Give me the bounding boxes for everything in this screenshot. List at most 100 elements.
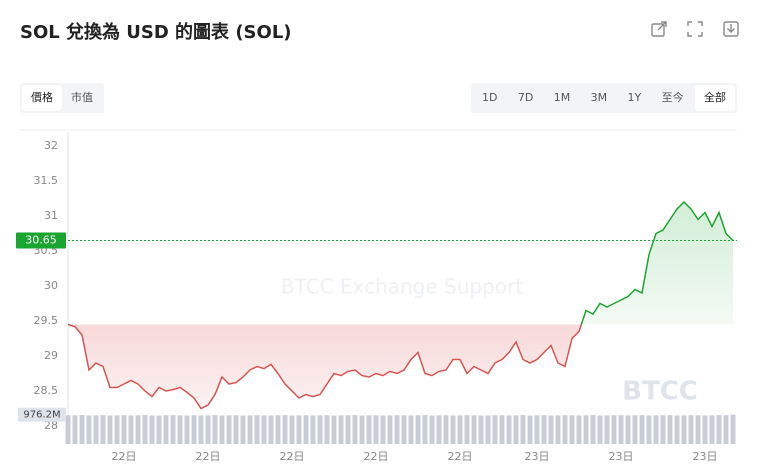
area-up bbox=[68, 202, 733, 325]
download-icon[interactable] bbox=[722, 20, 740, 38]
volume-bar bbox=[177, 415, 183, 444]
volume-bar bbox=[163, 415, 169, 444]
volume-bar bbox=[191, 415, 197, 444]
volume-bar bbox=[716, 415, 722, 444]
volume-bar bbox=[499, 415, 505, 444]
volume-bar bbox=[534, 415, 540, 444]
volume-bar bbox=[359, 415, 365, 444]
volume-bar bbox=[184, 415, 190, 444]
y-tick-label: 31 bbox=[44, 209, 58, 222]
x-tick-label: 22日 bbox=[112, 450, 137, 463]
volume-bar bbox=[646, 415, 652, 444]
volume-bar bbox=[79, 415, 85, 444]
x-tick-label: 22日 bbox=[448, 450, 473, 463]
volume-bar bbox=[310, 415, 316, 444]
volume-bar bbox=[394, 415, 400, 444]
x-tick-label: 22日 bbox=[280, 450, 305, 463]
range-button[interactable]: 1D bbox=[482, 91, 498, 104]
volume-bar bbox=[562, 415, 568, 444]
volume-bar bbox=[576, 415, 582, 444]
volume-bar bbox=[289, 415, 295, 444]
volume-bar bbox=[422, 415, 428, 444]
volume-bar bbox=[625, 415, 631, 444]
y-tick-label: 30 bbox=[44, 279, 58, 292]
volume-bar bbox=[639, 415, 645, 444]
volume-bar bbox=[254, 415, 260, 444]
volume-bar bbox=[366, 415, 372, 444]
range-button[interactable]: 1M bbox=[553, 91, 571, 104]
y-tick-label: 28 bbox=[44, 419, 58, 432]
range-button[interactable]: 至今 bbox=[661, 91, 684, 104]
volume-bar bbox=[170, 415, 176, 444]
volume-bar bbox=[317, 415, 323, 444]
volume-bar bbox=[401, 415, 407, 444]
x-tick-label: 23日 bbox=[693, 450, 718, 463]
title: SOL 兌換為 USD 的圖表 (SOL) bbox=[20, 22, 292, 43]
volume-bar bbox=[464, 415, 470, 444]
volume-bar bbox=[709, 415, 715, 444]
volume-bar bbox=[387, 415, 393, 444]
volume-bar bbox=[100, 415, 106, 444]
volume-bar bbox=[520, 415, 526, 444]
volume-bar bbox=[548, 415, 554, 444]
tab[interactable]: 市值 bbox=[71, 91, 93, 104]
volume-bar bbox=[513, 415, 519, 444]
volume-bar bbox=[114, 415, 120, 444]
volume-bar bbox=[667, 415, 673, 444]
range-button[interactable]: 3M bbox=[590, 91, 608, 104]
range-button[interactable]: 7D bbox=[517, 91, 534, 104]
volume-bar bbox=[471, 415, 477, 444]
volume-bar bbox=[597, 415, 603, 444]
volume-bar bbox=[65, 415, 71, 444]
range-button[interactable]: 1Y bbox=[627, 91, 642, 104]
y-tick-label: 31.5 bbox=[34, 174, 59, 187]
volume-bar bbox=[135, 415, 141, 444]
volume-bar bbox=[205, 415, 211, 444]
price-line bbox=[67, 200, 734, 410]
volume-bar bbox=[506, 415, 512, 444]
y-tick-label: 28.5 bbox=[34, 384, 59, 397]
volume-bar bbox=[303, 415, 309, 444]
volume-bar bbox=[436, 415, 442, 444]
volume-bar bbox=[156, 415, 162, 444]
volume-label: 976.2M bbox=[23, 410, 60, 421]
volume-bar bbox=[702, 415, 708, 444]
volume-bar bbox=[660, 415, 666, 444]
volume-bar bbox=[492, 415, 498, 444]
volume-bar bbox=[331, 415, 337, 444]
price-label-box bbox=[16, 232, 66, 249]
share-icon[interactable] bbox=[650, 20, 668, 38]
volume-bar bbox=[681, 415, 687, 444]
x-tick-label: 23日 bbox=[609, 450, 634, 463]
volume-bar bbox=[324, 415, 330, 444]
volume-bar bbox=[555, 415, 561, 444]
tab[interactable]: 價格 bbox=[22, 85, 62, 111]
volume-bar bbox=[247, 415, 253, 444]
x-tick-label: 22日 bbox=[364, 450, 389, 463]
range-button[interactable]: 全部 bbox=[695, 85, 735, 111]
fullscreen-icon[interactable] bbox=[686, 20, 704, 38]
tab-group: 價格 市值 bbox=[20, 83, 104, 113]
volume-bar bbox=[611, 415, 617, 444]
volume-label-box bbox=[18, 407, 66, 422]
volume-bar bbox=[121, 415, 127, 444]
volume-bar bbox=[408, 415, 414, 444]
volume-bar bbox=[730, 414, 736, 444]
volume-bar bbox=[583, 415, 589, 444]
volume-bar bbox=[261, 415, 267, 444]
volume-bar bbox=[345, 415, 351, 444]
volume-bar bbox=[212, 415, 218, 444]
volume-bar bbox=[282, 415, 288, 444]
volume-bar bbox=[632, 415, 638, 444]
volume-bar bbox=[338, 415, 344, 444]
volume-bar bbox=[674, 415, 680, 444]
volume-bar bbox=[443, 415, 449, 444]
volume-bar bbox=[478, 415, 484, 444]
volume-bar bbox=[527, 415, 533, 444]
volume-bar bbox=[485, 415, 491, 444]
y-tick-label: 29.5 bbox=[34, 314, 59, 327]
volume-bar bbox=[604, 415, 610, 444]
volume-bar bbox=[723, 415, 729, 444]
watermark-logo: BTCC bbox=[622, 377, 698, 407]
